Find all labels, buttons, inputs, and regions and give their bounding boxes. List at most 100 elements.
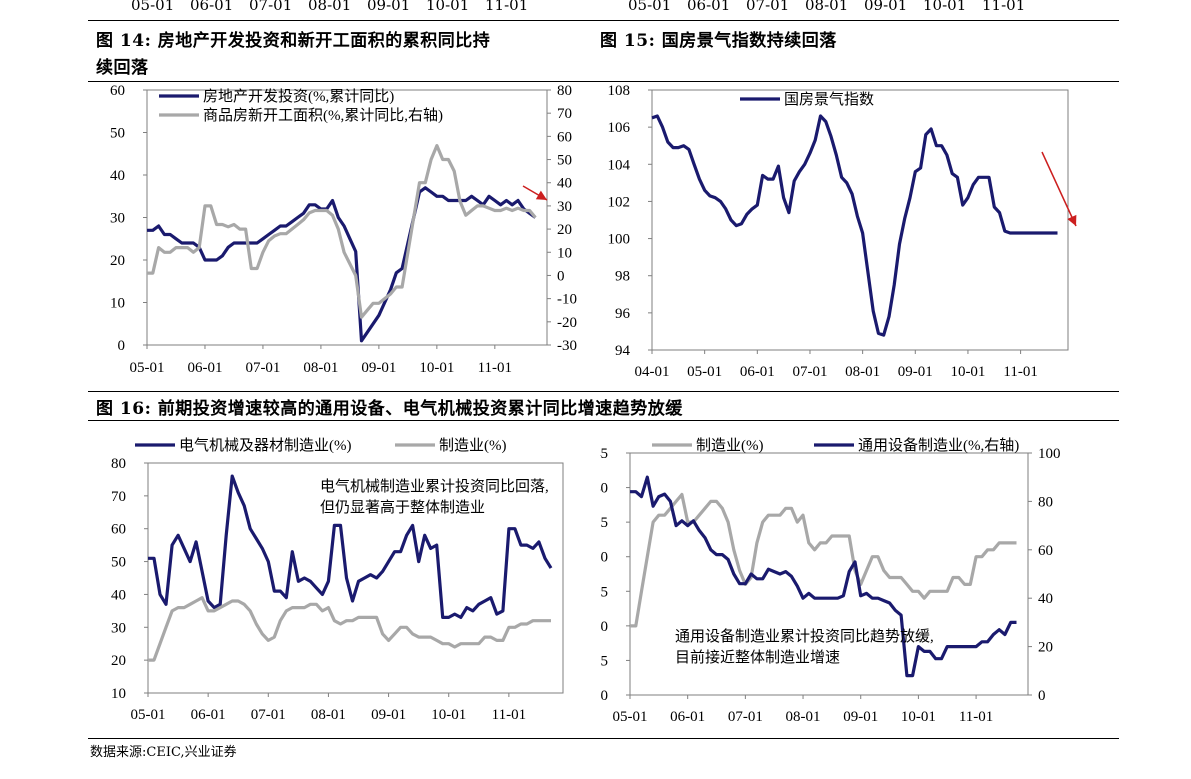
trend-arrow-shaft [1041, 151, 1077, 227]
trend-arrow-head [1067, 214, 1077, 226]
x-tick-label: 09-01 [371, 707, 406, 723]
x-tick-label: 07-01 [251, 707, 286, 723]
y-right-tick-label: -20 [557, 315, 577, 331]
y-right-tick-label: 70 [557, 106, 572, 122]
data-source: 数据来源:CEIC,兴业证券 [90, 745, 237, 760]
annotation-line-1: 目前接近整体制造业增速 [675, 649, 840, 666]
x-tick-label: 06-01 [187, 360, 222, 376]
y-right-tick-label: 20 [1038, 640, 1053, 656]
y-left-tick-label: 20 [600, 619, 608, 635]
top-right-tick-6: 11-01 [982, 0, 1026, 14]
series-line-0 [147, 186, 537, 343]
y-left-tick-label: 10 [600, 688, 608, 704]
trend-arrow-head [535, 190, 547, 200]
chart-national-real-estate-index: 94 96 98 100 102 104 106 108 04-01 05-01 06-01 07-0… [608, 83, 1077, 380]
y-left-tick-label: 60 [111, 522, 126, 538]
top-left-tick-3: 08-01 [308, 0, 352, 14]
y-right-tick-label: 40 [1038, 591, 1053, 607]
y-left-tick-label: 106 [608, 120, 631, 136]
y-left-tick-label: 50 [111, 555, 126, 571]
x-tick-label: 08-01 [786, 709, 821, 725]
y-left-tick-label: 80 [111, 456, 126, 472]
annotation-line-1: 但仍显著高于整体制造业 [320, 499, 485, 516]
plot-frame [629, 452, 1029, 696]
annotation-line-0: 电气机械制造业累计投资同比回落, [320, 478, 549, 495]
legend-label-0: 制造业(%) [696, 437, 764, 454]
y-left-tick-label: 96 [615, 306, 631, 322]
series-line-0 [148, 474, 553, 619]
x-tick-label: 08-01 [845, 364, 880, 380]
y-right-tick-label: 60 [1038, 543, 1053, 559]
y-left-tick-label: 30 [600, 550, 608, 566]
x-tick-label: 09-01 [843, 709, 878, 725]
chart-general-equipment: 10 15 20 25 30 35 40 45 0 20 40 60 80 100 05-01 06-01 07… [600, 437, 1061, 725]
legend-label-1: 制造业(%) [439, 437, 507, 454]
top-left-tick-0: 05-01 [131, 0, 175, 14]
x-tick-label: 04-01 [635, 364, 670, 380]
series-line-0 [651, 114, 1058, 337]
x-tick-label: 06-01 [191, 707, 226, 723]
top-left-tick-4: 09-01 [367, 0, 411, 14]
y-right-tick-label: 10 [557, 245, 572, 261]
annotation-line-0: 通用设备制造业累计投资同比趋势放缓, [675, 628, 934, 645]
y-left-tick-label: 40 [600, 481, 608, 497]
y-right-tick-label: 20 [557, 222, 572, 238]
top-right-tick-5: 10-01 [923, 0, 967, 14]
plot-frame [651, 89, 1069, 351]
legend-label-0: 电气机械及器材制造业(%) [179, 437, 352, 454]
y-right-tick-label: 0 [557, 268, 565, 284]
x-tick-label: 07-01 [792, 364, 827, 380]
legend-label-1: 通用设备制造业(%,右轴) [858, 437, 1019, 454]
top-right-tick-0: 05-01 [628, 0, 672, 14]
y-left-tick-label: 102 [608, 194, 631, 210]
x-tick-label: 08-01 [311, 707, 346, 723]
y-left-tick-label: 30 [110, 211, 125, 227]
y-left-tick-label: 25 [600, 584, 608, 600]
fig15-title: 图 15: 国房景气指数持续回落 [600, 31, 837, 51]
y-left-tick-label: 94 [615, 343, 631, 359]
top-right-tick-4: 09-01 [864, 0, 908, 14]
y-left-tick-label: 15 [600, 653, 608, 669]
x-tick-label: 05-01 [687, 364, 722, 380]
top-left-tick-6: 11-01 [485, 0, 529, 14]
y-left-tick-label: 50 [110, 126, 125, 142]
x-tick-label: 06-01 [670, 709, 705, 725]
fig16-title: 图 16: 前期投资增速较高的通用设备、电气机械投资累计同比增速趋势放缓 [96, 399, 683, 419]
x-tick-label: 11-01 [959, 709, 993, 725]
legend-label-1: 商品房新开工面积(%,累计同比,右轴) [203, 107, 443, 124]
top-left-tick-2: 07-01 [249, 0, 293, 14]
chart-electrical-machinery: 10 20 30 40 50 60 70 80 05-01 06-01 07-01 08-01 09-0… [111, 437, 564, 723]
x-tick-label: 05-01 [131, 707, 166, 723]
y-left-tick-label: 70 [111, 489, 126, 505]
y-left-tick-label: 10 [110, 296, 125, 312]
bottom-rule [88, 738, 1119, 739]
y-left-tick-label: 98 [615, 269, 630, 285]
x-tick-label: 07-01 [245, 360, 280, 376]
series-line-1 [630, 475, 1017, 678]
plot-frame [146, 89, 548, 346]
y-left-tick-label: 104 [608, 157, 631, 173]
y-left-tick-label: 10 [111, 686, 126, 702]
x-tick-label: 11-01 [478, 360, 512, 376]
y-right-tick-label: -30 [557, 338, 577, 354]
legend-label-0: 房地产开发投资(%,累计同比) [203, 88, 394, 105]
top-left-tick-5: 10-01 [426, 0, 470, 14]
top-rule [88, 20, 1119, 21]
y-left-tick-label: 40 [110, 168, 125, 184]
x-tick-label: 08-01 [303, 360, 338, 376]
series-line-1 [148, 596, 551, 662]
x-tick-label: 10-01 [431, 707, 466, 723]
y-left-tick-label: 20 [110, 253, 125, 269]
y-left-tick-label: 0 [118, 338, 126, 354]
x-tick-label: 09-01 [898, 364, 933, 380]
y-left-tick-label: 100 [608, 232, 631, 248]
y-right-tick-label: 80 [557, 83, 572, 99]
y-left-tick-label: 60 [110, 83, 125, 99]
fig16-top-rule [88, 391, 1119, 392]
x-tick-label: 05-01 [613, 709, 648, 725]
x-tick-label: 11-01 [492, 707, 526, 723]
top-right-tick-2: 07-01 [746, 0, 790, 14]
fig14-title-line1: 图 14: 房地产开发投资和新开工面积的累积同比持 [96, 31, 491, 51]
fig14-15-rule [88, 81, 1119, 82]
y-left-tick-label: 20 [111, 653, 126, 669]
